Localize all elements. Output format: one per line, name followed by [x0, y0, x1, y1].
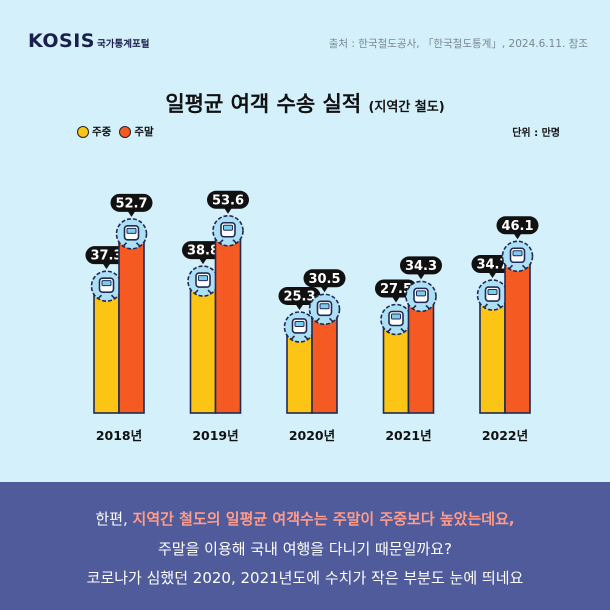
value-badge-0-1 — [110, 193, 153, 212]
train-icon-leg-left-1-1 — [219, 239, 224, 244]
caption-line-1-prefix: 한편, — [95, 510, 133, 528]
value-label-3-0: 27.5 — [380, 282, 412, 297]
bar-4-0 — [479, 294, 506, 414]
train-icon-leg-right-3-0 — [400, 327, 405, 333]
train-icon-window-1-0 — [198, 275, 208, 282]
train-icon-leg-left-2-1 — [315, 317, 321, 322]
caption-line-1: 한편, 지역간 철도의 일평균 여객수는 주말이 주중보다 높았는데요, — [0, 508, 610, 529]
footer-caption: 한편, 지역간 철도의 일평균 여객수는 주말이 주중보다 높았는데요, 주말을… — [0, 482, 610, 610]
caption-line-1-highlight: 지역간 철도의 일평균 여객수는 주말이 주중보다 높았는데요, — [132, 510, 515, 528]
x-tick-label-2: 2020년 — [289, 428, 335, 443]
value-label-4-0: 34.7 — [476, 258, 508, 273]
value-label-2-1: 30.5 — [308, 272, 340, 287]
unit-label: 단위 : 만명 — [512, 128, 560, 139]
train-icon-leg-right-1-0 — [207, 289, 212, 294]
value-badge-pointer-4-0 — [488, 272, 497, 279]
caption-line-2: 주말을 이용해 국내 여행을 다니기 때문일까요? — [157, 540, 452, 558]
train-icon-leg-right-4-0 — [496, 303, 502, 308]
kosis-logo: KOSIS — [28, 30, 95, 52]
value-label-0-1: 52.7 — [115, 196, 147, 211]
bar-2-1 — [311, 308, 338, 414]
x-tick-label-0: 2018년 — [96, 428, 142, 443]
value-label-0-0: 37.3 — [90, 249, 122, 264]
value-label-4-1: 46.1 — [501, 219, 533, 234]
value-badge-pointer-3-1 — [417, 273, 425, 280]
legend-label-weekday: 주중 — [92, 126, 112, 138]
header: KOSIS 국가통계포털 출처 : 한국철도공사, 「한국철도통계」, 2024… — [0, 0, 610, 60]
value-badge-pointer-3-0 — [392, 296, 400, 303]
x-tick-label-1: 2019년 — [192, 428, 238, 443]
bar-3-1 — [407, 295, 435, 414]
value-badge-pointer-0-1 — [127, 210, 136, 217]
train-icon-leg-right-0-0 — [110, 294, 116, 299]
bar-0-0 — [93, 285, 120, 414]
value-badge-pointer-1-1 — [224, 207, 232, 214]
value-badge-4-1 — [496, 216, 539, 235]
value-badge-pointer-2-0 — [295, 303, 304, 310]
value-badge-pointer-4-1 — [513, 233, 522, 240]
value-label-2-0: 25.3 — [283, 289, 315, 304]
train-icon-leg-left-4-1 — [508, 264, 514, 269]
value-label-3-1: 34.3 — [405, 259, 437, 274]
value-badge-2-0 — [278, 286, 321, 305]
legend: 주중 주말 — [77, 124, 154, 139]
bar-4-1 — [504, 255, 531, 414]
bar-chart: 37.3 52.7 2018년 38.8 53.6 2019년 25.3 30.5 2020년 2… — [85, 190, 539, 443]
train-icon-leg-left-3-0 — [387, 327, 392, 333]
train-icon-leg-left-0-1 — [122, 242, 128, 247]
caption-line-3: 코로나가 심했던 2020, 2021년도에 수치가 작은 부분도 눈에 띄네요 — [86, 569, 524, 587]
train-icon-window-0-0 — [101, 280, 112, 287]
source-note: 출처 : 한국철도공사, 「한국철도통계」, 2024.6.11. 참조 — [328, 38, 588, 50]
train-icon-window-0-1 — [126, 227, 137, 234]
legend-swatch-weekend — [119, 125, 132, 138]
legend-label-weekend: 주말 — [134, 126, 154, 138]
bar-0-1 — [118, 233, 145, 414]
train-icon-leg-right-2-0 — [303, 335, 309, 340]
chart-title: 일평균 여객 수송 실적 (지역간 철도) — [0, 88, 610, 118]
train-icon-window-4-0 — [487, 289, 498, 296]
value-badge-pointer-2-1 — [320, 286, 329, 293]
train-icon-leg-left-1-0 — [194, 289, 199, 294]
legend-item-weekday: 주중 — [77, 124, 111, 139]
train-icon-leg-left-2-0 — [290, 335, 296, 340]
value-badge-pointer-0-0 — [102, 263, 111, 270]
x-tick-label-3: 2021년 — [385, 428, 431, 443]
bar-1-0 — [189, 280, 217, 414]
train-icon-window-3-1 — [416, 290, 426, 297]
value-label-1-1: 53.6 — [212, 193, 244, 208]
chart-title-main: 일평균 여객 수송 실적 — [165, 92, 362, 116]
train-icon-window-2-0 — [294, 320, 305, 327]
value-badge-0-0 — [85, 246, 128, 265]
train-icon-leg-left-0-0 — [97, 294, 103, 299]
value-label-1-0: 38.8 — [187, 244, 219, 259]
value-badge-1-0 — [182, 241, 224, 260]
logo-subtitle: 국가통계포털 — [97, 39, 150, 50]
train-icon-leg-left-4-0 — [483, 303, 489, 308]
train-icon-leg-right-0-1 — [135, 242, 141, 247]
train-icon-leg-right-2-1 — [328, 317, 334, 322]
train-icon-leg-left-3-1 — [412, 304, 417, 309]
value-badge-pointer-1-0 — [199, 258, 207, 265]
train-icon-leg-right-1-1 — [232, 239, 237, 244]
bar-1-1 — [214, 229, 242, 414]
value-badge-1-1 — [207, 190, 249, 209]
legend-item-weekend: 주말 — [119, 124, 154, 139]
train-icon-leg-right-3-1 — [425, 304, 430, 309]
value-badge-3-1 — [400, 256, 442, 275]
train-icon-window-4-1 — [512, 250, 523, 257]
train-icon-leg-right-4-1 — [521, 264, 527, 269]
train-icon-window-3-0 — [391, 313, 401, 320]
x-tick-label-4: 2022년 — [482, 428, 528, 443]
legend-swatch-weekday — [77, 125, 89, 138]
value-badge-2-1 — [303, 269, 346, 288]
chart-subtitle: (지역간 철도) — [368, 100, 445, 115]
train-icon-window-2-1 — [319, 303, 330, 310]
train-icon-window-1-1 — [223, 224, 233, 231]
